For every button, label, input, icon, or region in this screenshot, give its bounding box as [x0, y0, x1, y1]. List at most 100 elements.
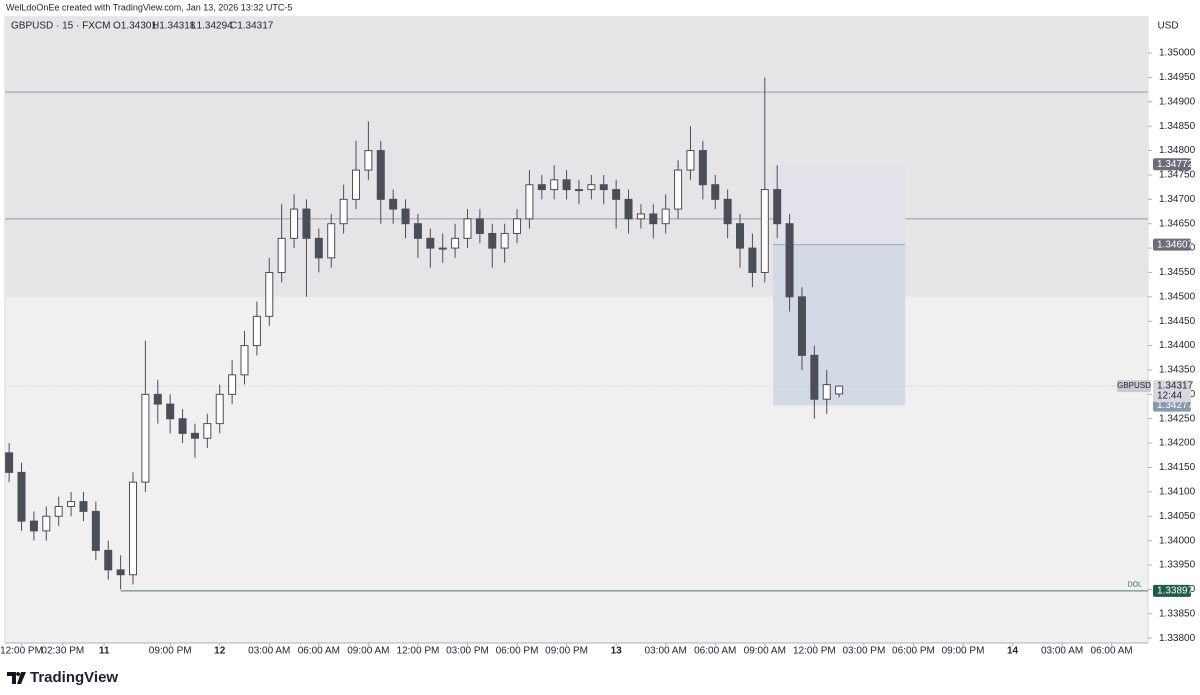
candle-body [488, 232, 497, 249]
y-tick-label: 1.34000 [1159, 535, 1196, 546]
candle-body [203, 423, 212, 439]
y-tick-label: 1.34050 [1159, 511, 1196, 522]
x-tick-label: 09:00 AM [744, 646, 786, 657]
legend-ohlc: O1.34301 [113, 21, 157, 32]
candle-body [574, 189, 583, 192]
candle-body [785, 223, 794, 298]
candle-body [426, 237, 435, 249]
y-tick-label: 1.34950 [1159, 72, 1196, 83]
y-tick-label: 1.33800 [1159, 633, 1196, 644]
candle-body [190, 432, 199, 439]
candle-body [413, 223, 422, 239]
candle-body [376, 150, 385, 200]
candle-body [17, 471, 26, 522]
stop-price: 1.34772 [1157, 159, 1194, 170]
target-price-box [1153, 399, 1191, 412]
candle-body [451, 237, 460, 249]
y-tick-label: 1.34900 [1159, 96, 1196, 107]
candle-body [537, 184, 546, 191]
candle-body [389, 198, 398, 210]
candle-body [587, 184, 596, 191]
candle-body [649, 213, 658, 225]
y-tick-label: 1.34550 [1159, 267, 1196, 278]
candle-body [91, 510, 100, 551]
candle-body [463, 218, 472, 239]
x-tick-label: 12 [214, 646, 226, 657]
y-tick-label: 1.34350 [1159, 365, 1196, 376]
x-tick-label: 13 [611, 646, 623, 657]
x-tick-label: 03:00 AM [248, 646, 290, 657]
candle-body [29, 520, 38, 532]
y-tick-label: 1.34150 [1159, 462, 1196, 473]
candle-body [723, 198, 732, 225]
logo: TradingView [30, 669, 118, 686]
candle-body [42, 515, 51, 532]
candle-body [835, 385, 844, 395]
dol-price-box [1153, 584, 1191, 597]
x-tick-label: 11 [99, 646, 110, 657]
x-tick-label: 03:00 AM [645, 646, 687, 657]
x-tick-label: 14 [1007, 646, 1019, 657]
candle-body [599, 184, 608, 191]
candle-body [686, 150, 695, 171]
candle-body [810, 354, 819, 400]
dol-label: DOL [1128, 582, 1143, 589]
candle-body [736, 223, 745, 249]
candle-body [525, 184, 534, 220]
candle-body [636, 213, 645, 220]
candle-body [252, 315, 261, 347]
x-tick-label: 09:00 AM [347, 646, 389, 657]
candle-body [141, 393, 150, 483]
candle-body [290, 208, 299, 239]
candle-body [277, 237, 286, 273]
candle-body [550, 179, 559, 191]
y-tick-label: 1.34850 [1159, 121, 1196, 132]
x-tick-label: 06:00 AM [694, 646, 736, 657]
x-tick-label: 06:00 PM [892, 646, 935, 657]
last-price: 1.34317 [1157, 381, 1194, 392]
candle-body [351, 169, 360, 200]
x-tick-label: 09:00 PM [545, 646, 588, 657]
candle-body [339, 198, 348, 225]
target-price: 1.34277 [1157, 400, 1194, 411]
y-tick-label: 1.33850 [1159, 608, 1196, 619]
legend-ohlc: H1.34318 [152, 21, 196, 32]
candle-body [760, 189, 769, 273]
dol-price: 1.33897 [1157, 585, 1194, 596]
last-price-box [1153, 380, 1191, 403]
candle-body [624, 198, 633, 220]
countdown: 12:44 [1157, 391, 1182, 402]
candle-body [54, 505, 63, 517]
candle-body [612, 189, 621, 200]
candle-body [364, 150, 373, 171]
symbol-box [1117, 380, 1151, 393]
logo-icon [7, 672, 26, 684]
legend-ohlc: L1.34294 [191, 21, 233, 32]
candle-body [562, 179, 571, 191]
stop-zone [773, 164, 906, 245]
candle-body [67, 501, 76, 507]
y-tick-label: 1.34100 [1159, 487, 1196, 498]
target-zone [773, 244, 906, 406]
x-tick-label: 03:00 AM [1041, 646, 1083, 657]
candle-body [5, 452, 14, 473]
candle-body [661, 208, 670, 225]
candle-body [104, 549, 113, 571]
candle-body [500, 232, 509, 249]
stop-price-box [1153, 158, 1191, 171]
candle-body [153, 393, 162, 405]
x-tick-label: 12:00 PM [0, 646, 43, 657]
x-tick-label: 06:00 PM [496, 646, 539, 657]
candle-body [475, 218, 484, 234]
y-tick-label: 1.34500 [1159, 291, 1196, 302]
currency: USD [1157, 21, 1178, 32]
candle-body [773, 189, 782, 225]
candle-body [314, 237, 323, 259]
y-tick-label: 1.35000 [1159, 48, 1196, 59]
candle-body [228, 374, 237, 395]
y-tick-label: 1.34800 [1159, 145, 1196, 156]
candle-body [129, 481, 138, 576]
y-tick-label: 1.34650 [1159, 218, 1196, 229]
